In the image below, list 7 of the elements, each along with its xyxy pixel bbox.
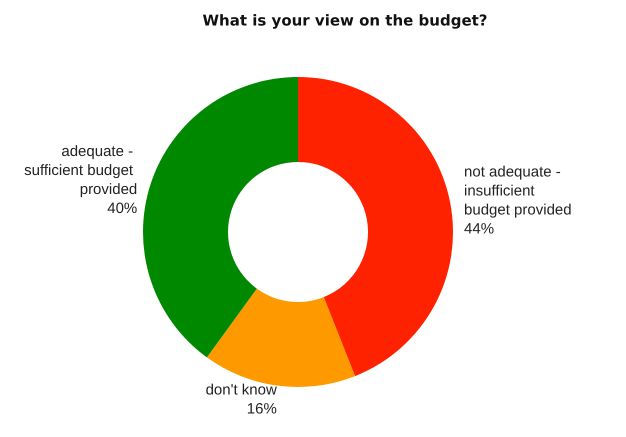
chart-title: What is your view on the budget? [202, 12, 488, 30]
slice-label: adequate - sufficient budget provided [24, 142, 138, 198]
data-label: 16% [246, 400, 277, 418]
data-label: 44% [464, 220, 494, 238]
slice-label: not adequate - insufficient budget provided [464, 163, 572, 218]
data-label: 40% [107, 200, 138, 217]
slice-label: don't know [206, 382, 277, 399]
